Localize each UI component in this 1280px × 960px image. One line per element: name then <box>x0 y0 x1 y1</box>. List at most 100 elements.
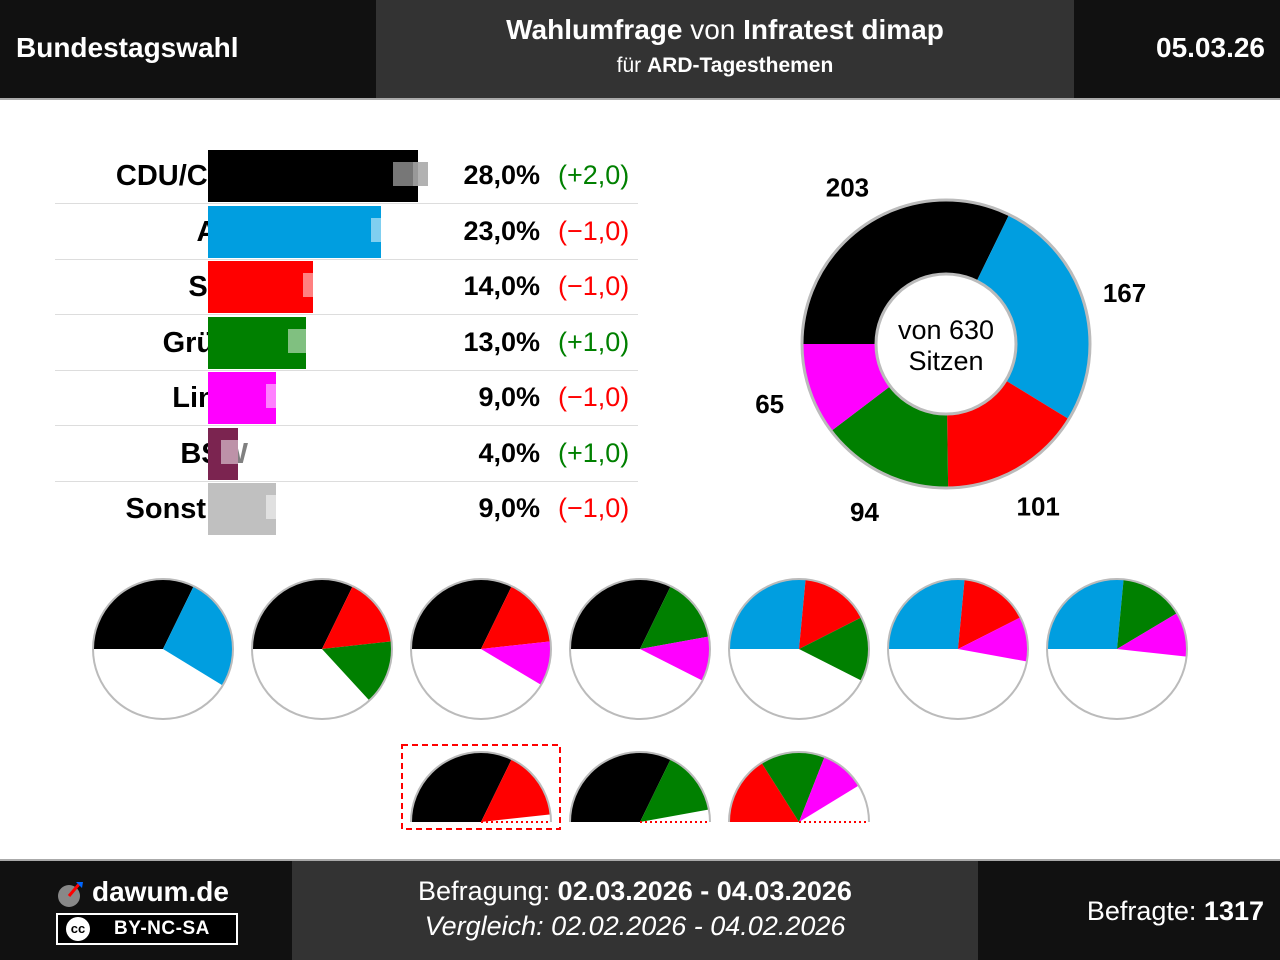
seat-label: 167 <box>1103 278 1146 308</box>
coalition-segment <box>481 586 551 649</box>
party-change: (−1,0) <box>558 215 630 246</box>
coalition-segment <box>729 762 799 822</box>
coalition-segment <box>481 759 551 822</box>
previous-value-marker <box>220 439 248 464</box>
coalition-segment <box>799 756 859 822</box>
party-bar <box>208 483 276 535</box>
half-pie-border <box>410 751 552 823</box>
footer-right-panel <box>978 861 1280 960</box>
license-text: BY-NC-SA <box>114 918 210 939</box>
coalition-segment <box>799 617 870 681</box>
previous-value-marker <box>288 328 316 353</box>
coalition-pie <box>569 578 711 720</box>
coalition-segment <box>640 636 710 681</box>
half-pie-border <box>728 751 870 823</box>
vergleich-text: Vergleich: 02.02.2026 - 04.02.2026 <box>424 911 846 941</box>
party-value: 9,0% <box>478 382 540 412</box>
party-change: (+1,0) <box>558 437 630 468</box>
license-badge[interactable]: cc BY-NC-SA <box>56 913 238 945</box>
party-value: 4,0% <box>478 437 540 468</box>
seat-label: 94 <box>850 497 879 527</box>
donut-outer-border <box>800 198 1092 490</box>
poll-title: Wahlumfrage von Infratest dimap für ARD-… <box>376 14 1074 78</box>
site-logo[interactable]: dawum.de <box>92 876 229 907</box>
pie-border <box>92 578 234 720</box>
befragung-value: 02.03.2026 - 04.03.2026 <box>557 876 852 906</box>
previous-value-marker <box>303 273 331 297</box>
party-bar <box>208 261 313 313</box>
party-change: (+1,0) <box>558 326 630 357</box>
coalition-segment <box>958 579 1021 649</box>
befragte-value: 1317 <box>1203 896 1264 926</box>
header-center-panel <box>376 0 1074 98</box>
seat-label: 101 <box>1017 492 1060 522</box>
befragung-label: Befragung: <box>418 876 551 906</box>
coalition-segment <box>729 579 806 649</box>
coalition-pie <box>251 578 393 720</box>
header-right-panel <box>1074 0 1280 98</box>
seat-segment <box>802 200 1010 344</box>
party-bar <box>208 205 381 258</box>
bar-row: BSW4,0%(+1,0) <box>55 426 638 482</box>
client-name: ARD-Tagesthemen <box>647 54 834 77</box>
dawum-logo-icon <box>58 882 83 907</box>
bar-row: Sonstige 9,0% (−1,0) <box>55 481 638 536</box>
party-change: (−1,0) <box>558 271 630 301</box>
poll-title-connector: von <box>690 14 736 45</box>
coalition-pie <box>887 578 1029 720</box>
donut-center-label-2: Sitzen <box>908 346 983 376</box>
seat-segment <box>976 214 1090 420</box>
previous-value-marker-inner <box>393 162 413 186</box>
previous-value-marker <box>370 217 398 242</box>
coalition-segment <box>761 752 825 822</box>
half-pie-border <box>569 751 711 823</box>
footer-divider <box>0 859 1280 861</box>
coalition-segment <box>1117 613 1187 657</box>
coalition-pie <box>92 578 234 720</box>
pie-border <box>569 578 711 720</box>
coalition-pie <box>1046 578 1188 720</box>
party-value: 23,0% <box>463 215 540 246</box>
party-bar <box>208 372 276 424</box>
cc-icon: cc <box>66 917 90 941</box>
header-divider <box>0 98 1280 100</box>
coalition-segment <box>163 586 233 686</box>
header-left-panel <box>0 0 376 98</box>
donut-center <box>876 274 1016 414</box>
seat-label: 65 <box>755 389 784 419</box>
seat-segment <box>831 386 949 488</box>
coalition-segment <box>799 579 862 649</box>
coalition-highlight <box>401 744 561 830</box>
coalition-half-pie <box>728 751 870 823</box>
bar-row: CDU/CSU 28,0% (+2,0) <box>55 148 638 204</box>
pie-border <box>887 578 1029 720</box>
coalition-segment <box>888 579 965 649</box>
election-title: Bundestagswahl <box>16 32 239 63</box>
party-value: 28,0% <box>463 160 540 190</box>
pie-border <box>1046 578 1188 720</box>
previous-value-marker <box>265 495 293 519</box>
donut-center-label-1: von 630 <box>898 315 994 345</box>
coalition-segment <box>481 641 551 685</box>
header: Bundestagswahl Wahlumfrage von Infratest… <box>0 0 1280 98</box>
bar-row: Linke9,0%(−1,0) <box>55 370 638 426</box>
pie-border <box>728 578 870 720</box>
party-change: (−1,0) <box>558 382 630 412</box>
seat-segment <box>802 344 891 431</box>
coalition-pie <box>410 578 552 720</box>
bar-row: AfD23,0%(−1,0) <box>55 204 638 260</box>
coalition-segment <box>1117 579 1178 649</box>
coalition-half-pie <box>410 751 552 823</box>
donut-inner-border <box>874 272 1018 416</box>
footer-center-panel <box>292 861 978 960</box>
coalition-pie <box>728 578 870 720</box>
party-value: 14,0% <box>463 271 540 301</box>
party-value: 9,0% <box>478 493 540 523</box>
poll-title-word: Wahlumfrage <box>506 14 683 45</box>
coalition-half-pie <box>569 751 711 823</box>
party-change: (+2,0) <box>558 160 630 190</box>
pie-border <box>251 578 393 720</box>
client-connector: für <box>616 54 642 77</box>
coalition-segment <box>322 586 392 649</box>
